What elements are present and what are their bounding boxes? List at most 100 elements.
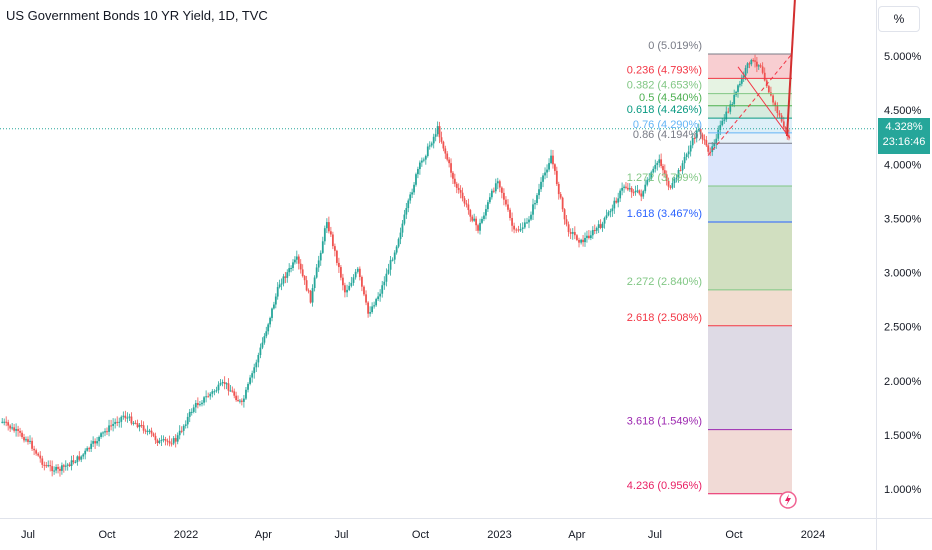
candle-body xyxy=(284,276,287,278)
candle-body xyxy=(383,281,386,286)
candle-body xyxy=(286,272,289,278)
candle-body xyxy=(102,432,104,434)
candle-body xyxy=(498,181,501,188)
candle-body xyxy=(740,77,743,84)
candle-body xyxy=(9,425,12,429)
candle-body xyxy=(471,216,474,221)
candle-body xyxy=(567,224,570,233)
candle-body xyxy=(104,431,106,433)
time-tick-label: Apr xyxy=(255,529,272,541)
candle-body xyxy=(465,203,468,205)
candle-body xyxy=(233,391,236,396)
candle-body xyxy=(329,231,332,235)
candle-body xyxy=(438,126,441,138)
drawing-overlays xyxy=(0,0,876,509)
price-axis: 5.000% 4.500% 4.000% 3.500% 3.000% 2.500% 2.00… xyxy=(884,51,922,496)
candle-body xyxy=(461,192,464,199)
candle-body xyxy=(354,271,357,278)
price-tick-label: 4.500% xyxy=(884,105,922,117)
candle-body xyxy=(426,146,429,157)
candle-body xyxy=(182,425,185,431)
candle-body xyxy=(628,188,631,190)
candle-body xyxy=(481,218,483,223)
candle-body xyxy=(274,296,277,305)
candle-body xyxy=(176,435,179,442)
candle-body xyxy=(162,439,165,441)
time-tick-label: Jul xyxy=(21,529,35,541)
candle-body xyxy=(744,67,747,76)
candle-body xyxy=(540,181,542,190)
candle-body xyxy=(3,421,6,423)
candle-body xyxy=(667,180,670,187)
chart-title: US Government Bonds 10 YR Yield, 1D, TVC xyxy=(6,8,268,23)
candle-body xyxy=(448,159,451,164)
candle-body xyxy=(546,169,548,173)
candle-body xyxy=(342,277,344,286)
candle-body xyxy=(88,448,91,450)
percent-scale-button[interactable]: % xyxy=(878,6,920,32)
candle-body xyxy=(652,168,655,173)
candle-body xyxy=(459,190,462,193)
candle-body xyxy=(192,407,195,412)
candle-body xyxy=(385,273,388,282)
candle-body xyxy=(695,130,698,139)
candle-body xyxy=(505,199,507,205)
candle-body xyxy=(446,153,449,160)
candle-body xyxy=(417,169,419,175)
candle-body xyxy=(713,142,716,147)
candle-body xyxy=(41,458,44,465)
candle-body xyxy=(440,137,443,142)
candle-body xyxy=(225,383,228,385)
candle-body xyxy=(273,304,275,309)
candle-body xyxy=(699,129,702,135)
candle-body xyxy=(430,143,433,146)
candle-body xyxy=(186,416,189,425)
candle-body xyxy=(305,280,308,291)
candle-body xyxy=(231,390,234,392)
candle-body xyxy=(297,256,300,264)
candle-body xyxy=(116,421,119,423)
candle-body xyxy=(255,362,258,368)
candle-body xyxy=(754,60,756,62)
candle-body xyxy=(13,427,16,431)
candle-body xyxy=(521,227,524,229)
candle-body xyxy=(92,441,95,444)
candle-body xyxy=(152,433,155,436)
time-axis: Jul Oct 2022 Apr Jul Oct 2023 Apr Jul Oct 2024 xyxy=(21,529,825,541)
candle-body xyxy=(227,383,230,391)
candle-body xyxy=(500,187,503,193)
candle-body xyxy=(271,308,273,318)
candle-body xyxy=(190,411,193,413)
candle-body xyxy=(689,145,692,152)
candle-body xyxy=(371,306,374,313)
candle-body xyxy=(309,290,312,303)
candle-body xyxy=(160,439,163,441)
candle-body xyxy=(213,391,216,393)
candle-body xyxy=(80,456,83,460)
fib-level-label: 2.618 (2.508%) xyxy=(627,312,702,324)
candle-body xyxy=(711,146,714,153)
candle-body xyxy=(21,432,23,438)
candle-body xyxy=(27,439,29,442)
candle-body xyxy=(450,163,452,173)
candle-body xyxy=(492,190,495,192)
candle-body xyxy=(413,184,415,193)
candle-body xyxy=(611,208,614,212)
candle-body xyxy=(569,232,572,234)
candle-body xyxy=(642,191,645,197)
candle-body xyxy=(375,299,378,306)
candle-body xyxy=(15,429,17,431)
candle-body xyxy=(301,269,304,277)
candle-body xyxy=(51,466,54,472)
candle-body xyxy=(257,354,260,363)
candle-body xyxy=(110,425,112,427)
candle-body xyxy=(350,282,353,286)
candle-body xyxy=(729,104,732,112)
candle-body xyxy=(523,222,526,228)
candle-body xyxy=(750,60,753,65)
candle-body xyxy=(31,440,33,449)
candle-body xyxy=(658,159,661,163)
candle-body xyxy=(601,223,604,228)
candle-body xyxy=(703,139,706,141)
